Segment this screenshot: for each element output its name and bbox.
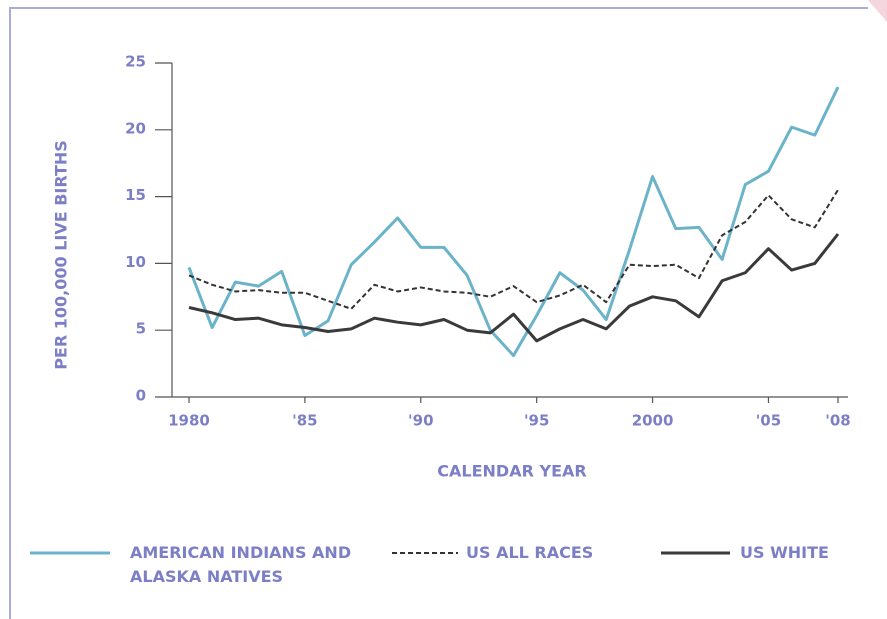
series-line [188, 189, 839, 310]
legend-label: US ALL RACES [466, 543, 594, 562]
x-tick-label: '85 [292, 412, 317, 430]
x-tick-label: 1980 [168, 412, 210, 430]
legend-label: US WHITE [740, 543, 829, 562]
x-tick-label: '05 [756, 412, 781, 430]
series-line [187, 86, 840, 358]
y-axis-label: PER 100,000 LIVE BIRTHS [52, 140, 71, 370]
x-tick-label: '90 [408, 412, 433, 430]
y-tick-label: 20 [125, 119, 146, 137]
y-tick-label: 10 [125, 253, 146, 271]
y-tick-label: 5 [136, 320, 146, 338]
y-tick-label: 25 [125, 53, 146, 71]
x-tick-label: 2000 [632, 412, 674, 430]
x-tick-label: '08 [825, 412, 850, 430]
y-tick-label: 15 [125, 186, 146, 204]
series-line [188, 233, 840, 343]
corner-decoration [868, 0, 887, 22]
frame [9, 7, 868, 619]
legend-label: AMERICAN INDIANS AND ALASKA NATIVES [130, 543, 352, 586]
x-axis-label: CALENDAR YEAR [437, 462, 586, 481]
x-tick-label: '95 [524, 412, 549, 430]
y-tick-label: 0 [136, 387, 146, 405]
